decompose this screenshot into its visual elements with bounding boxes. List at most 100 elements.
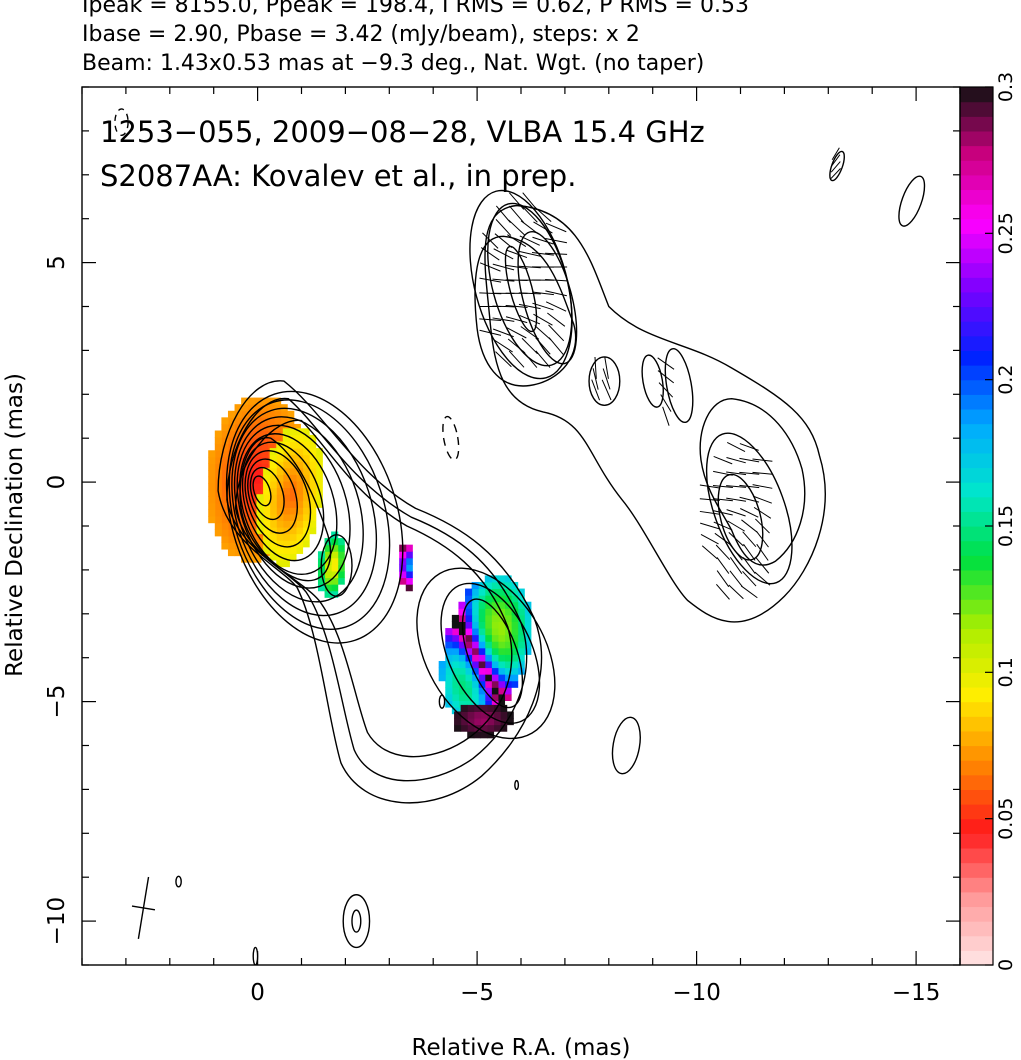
polarization-pixel [471,674,479,682]
polarization-pixel [289,513,297,522]
evpa-tick [508,350,525,368]
polarization-pixel [260,456,268,464]
polarization-pixel [445,628,453,636]
evpa-tick [741,519,758,533]
polarization-pixel [484,674,492,682]
polarization-pixel [214,463,222,471]
polarization-pixel [296,494,304,502]
polarization-pixel [517,654,525,662]
polarization-pixel [234,489,242,497]
evpa-tick [532,236,554,245]
polarization-pixel [324,538,332,546]
polarization-pixel [497,628,506,636]
polarization-pixel [241,417,249,425]
polarization-pixel [208,450,216,458]
polarization-pixel [214,443,222,451]
polarization-pixel [511,628,519,636]
polarization-pixel [497,654,506,662]
polarization-pixel [471,687,479,695]
polarization-pixel [465,628,473,636]
polarization-pixel [480,718,488,726]
polarization-pixel [517,601,525,609]
evpa-tick [479,277,502,283]
evpa-tick [726,471,747,476]
evpa-tick [657,357,675,370]
intensity-contour [225,390,404,644]
colorbar-cell [960,657,993,673]
polarization-pixel [491,654,499,662]
polarization-pixel [221,483,229,491]
polarization-pixel [221,476,229,484]
colorbar-tick-label: 0.3 [995,72,1017,102]
polarization-pixel [511,667,519,675]
polarization-pixel [315,494,323,502]
intensity-contour [484,204,826,623]
evpa-tick [495,219,512,236]
polarization-pixel [221,463,229,471]
polarization-pixel [465,608,473,616]
polarization-pixel [208,489,216,497]
polarization-pixel [480,724,488,732]
polarization-pixel [317,584,326,592]
evpa-tick [754,571,771,586]
polarization-pixel [478,654,486,662]
evpa-tick [601,379,612,401]
evpa-tick [521,337,538,355]
intensity-contour [588,356,621,406]
polarization-pixel [480,731,488,739]
polarization-pixel [491,608,499,616]
polarization-pixel [438,660,446,669]
polarization-pixel [241,404,249,412]
polarization-pixel [405,584,413,592]
evpa-tick [739,484,760,489]
polarization-pixel [504,575,512,583]
polarization-pixel [221,423,229,432]
polarization-pixel [438,667,446,675]
polarization-pixel [471,654,479,662]
colorbar-cell [960,950,993,966]
polarization-pixel [524,641,532,649]
evpa-tick [509,192,525,210]
polarization-pixel [267,417,275,425]
evpa-tick [752,458,773,462]
evpa-tick [740,508,759,518]
polarization-pixel [282,487,290,495]
polarization-pixel [471,588,479,596]
evpa-tick [739,457,760,463]
intensity-contour [829,150,845,182]
polarization-pixel [309,507,317,515]
polarization-pixel [214,509,222,517]
polarization-pixel [337,551,345,559]
polarization-pixel [247,483,255,491]
evpa-tick [700,522,720,530]
polarization-pixel [486,704,495,712]
polarization-pixel [208,509,216,517]
polarization-pixel [269,481,277,489]
evpa-tick [493,248,514,260]
polarization-pixel [405,544,413,552]
evpa-tick [729,557,743,574]
polarization-pixel [451,641,459,649]
y-tick-label: 5 [44,255,70,270]
polarization-pixel [214,430,222,438]
polarization-pixel [260,430,268,438]
polarization-pixel [399,564,407,572]
evpa-tick [545,278,568,282]
polarization-pixel [227,430,236,438]
polarization-pixel [221,516,229,524]
polarization-pixel [465,634,473,642]
polarization-pixel [296,434,304,442]
polarization-pixel [331,557,339,565]
evpa-tick [742,557,756,574]
intensity-contour [234,419,513,758]
intensity-contour [236,424,351,589]
polarization-pixel [234,549,242,557]
polarization-pixel [465,601,473,609]
polarization-pixel [280,423,288,432]
evpa-tick [479,292,502,295]
polarization-pixel [504,581,512,590]
polarization-pixel [302,500,310,508]
polarization-pixel [491,621,499,629]
polarization-pixel [282,461,290,469]
